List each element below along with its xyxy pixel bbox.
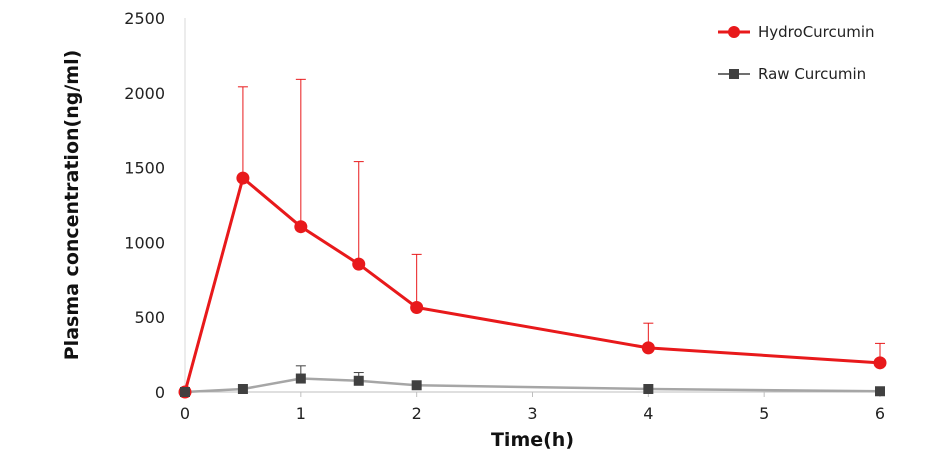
y-tick-label: 0 bbox=[155, 383, 165, 402]
data-point-raw-curcumin bbox=[295, 373, 306, 384]
y-tick-label: 2500 bbox=[124, 9, 165, 28]
data-point-hydrocurcumin bbox=[236, 171, 250, 185]
x-axis-title: Time(h) bbox=[491, 429, 574, 451]
x-tick-label: 2 bbox=[412, 404, 422, 423]
data-point-hydrocurcumin bbox=[352, 257, 366, 271]
data-point-raw-curcumin bbox=[411, 380, 422, 391]
y-tick-label: 2000 bbox=[124, 84, 165, 103]
data-point-hydrocurcumin bbox=[873, 356, 887, 370]
legend-label: Raw Curcumin bbox=[758, 65, 866, 83]
legend-marker bbox=[728, 26, 740, 38]
series-line bbox=[184, 377, 881, 394]
x-tick-label: 3 bbox=[527, 404, 537, 423]
axes bbox=[184, 18, 881, 397]
data-point-raw-curcumin bbox=[353, 375, 364, 386]
tick-labels: 0 500 1000 1500 2000 2500 0 1 2 3 4 5 6 bbox=[124, 9, 885, 423]
y-tick-label: 1000 bbox=[124, 233, 165, 252]
error-bars bbox=[237, 78, 885, 381]
y-tick-label: 500 bbox=[134, 308, 165, 327]
x-tick-label: 1 bbox=[296, 404, 306, 423]
x-tick-label: 4 bbox=[643, 404, 653, 423]
legend: HydroCurcumin Raw Curcumin bbox=[718, 23, 875, 83]
data-point-raw-curcumin bbox=[875, 386, 885, 397]
data-point-raw-curcumin bbox=[180, 387, 190, 397]
series-lines bbox=[183, 175, 881, 394]
y-tick-label: 1500 bbox=[124, 159, 165, 178]
series-markers bbox=[178, 171, 887, 399]
x-tick-label: 5 bbox=[759, 404, 769, 423]
x-tick-label: 6 bbox=[875, 404, 885, 423]
data-point-raw-curcumin bbox=[643, 384, 654, 395]
data-point-hydrocurcumin bbox=[294, 220, 308, 234]
data-point-hydrocurcumin bbox=[641, 341, 655, 355]
data-point-raw-curcumin bbox=[237, 384, 248, 395]
series-line bbox=[183, 175, 881, 393]
data-point-hydrocurcumin bbox=[410, 300, 424, 314]
y-axis-title: Plasma concentration(ng/ml) bbox=[61, 50, 83, 361]
legend-label: HydroCurcumin bbox=[758, 23, 875, 41]
x-tick-label: 0 bbox=[180, 404, 190, 423]
legend-marker bbox=[729, 69, 739, 79]
